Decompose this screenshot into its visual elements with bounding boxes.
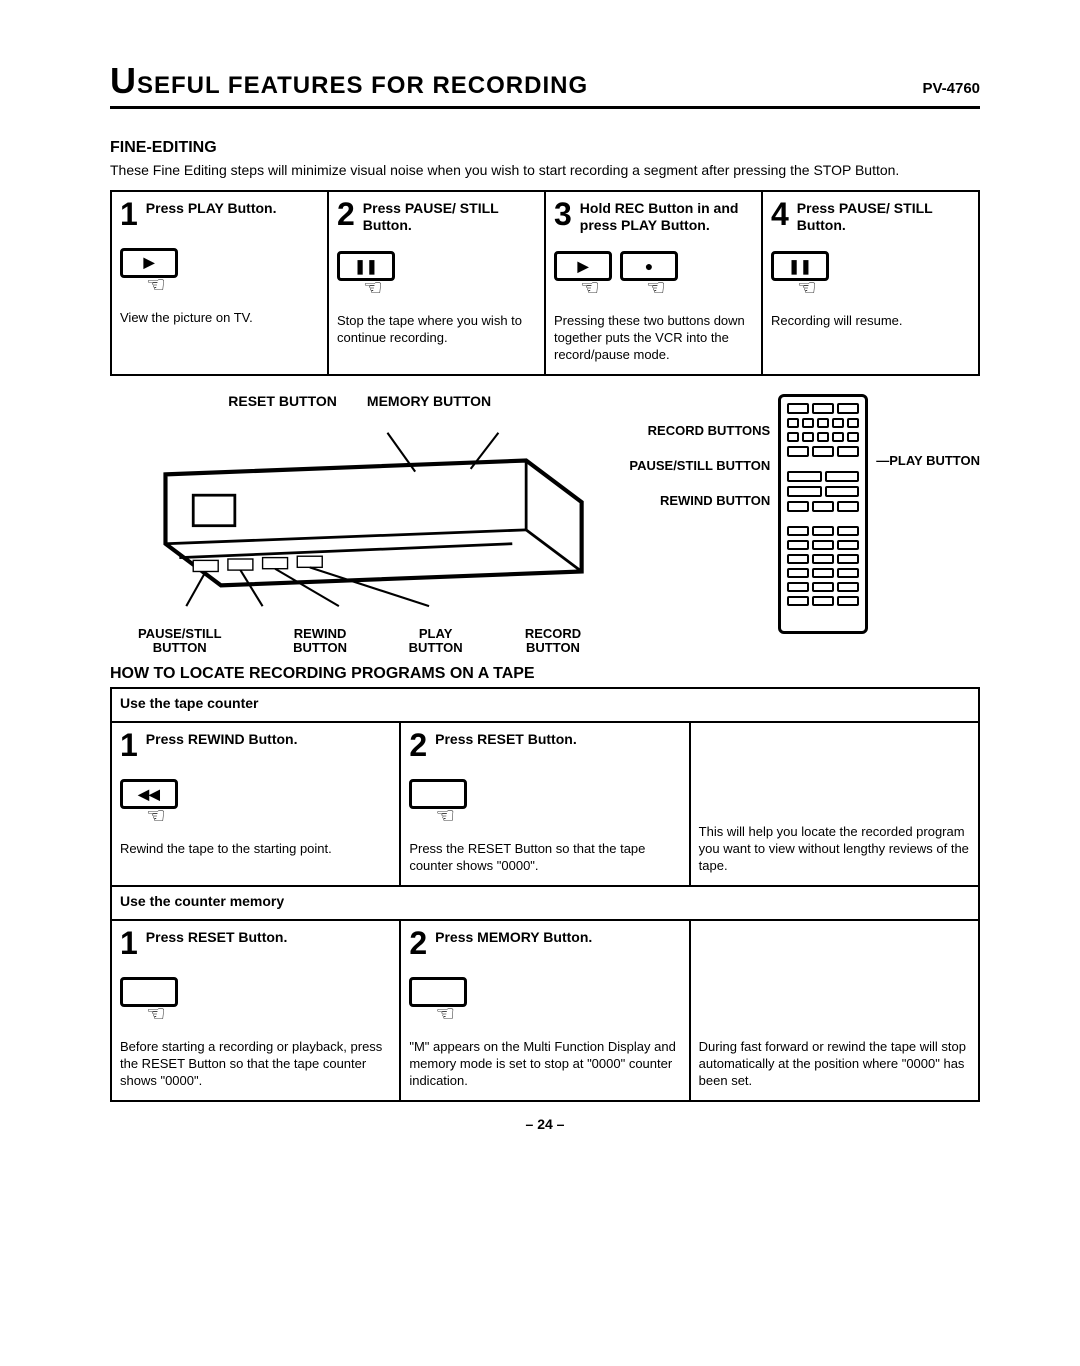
- hand-icon: ☜: [580, 277, 612, 299]
- step-number: 2: [337, 198, 355, 234]
- pause-button-icon: ❚❚ ☜: [771, 251, 829, 299]
- remote-illustration: [778, 394, 868, 634]
- title-rest: SEFUL FEATURES FOR RECORDING: [137, 72, 588, 99]
- hand-icon: ☜: [146, 1003, 178, 1025]
- step-cell: 4 Press PAUSE/ STILL Button. ❚❚ ☜ Record…: [762, 191, 979, 375]
- page-number: – 24 –: [110, 1116, 980, 1132]
- hand-icon: ☜: [363, 277, 395, 299]
- step-number: 2: [409, 729, 427, 761]
- hand-icon: ☜: [146, 805, 178, 827]
- step-title: Hold REC Button in and press PLAY Button…: [580, 198, 753, 234]
- step-desc: Rewind the tape to the starting point.: [120, 841, 391, 858]
- step-cell: 1 Press REWIND Button. ◀◀ ☜ Rewind the t…: [111, 722, 400, 886]
- locate-heading: HOW TO LOCATE RECORDING PROGRAMS ON A TA…: [110, 665, 980, 683]
- step-cell: This will help you locate the recorded p…: [690, 722, 979, 886]
- counter-memory-subheading: Use the counter memory: [111, 886, 979, 920]
- play-label: PLAY BUTTON: [391, 627, 481, 656]
- hand-icon: ☜: [435, 1003, 467, 1025]
- step-cell: 1 Press RESET Button. ☜ Before starting …: [111, 920, 400, 1101]
- tape-counter-table: Use the tape counter 1 Press REWIND Butt…: [110, 687, 980, 1101]
- step-desc: Before starting a recording or playback,…: [120, 1039, 391, 1090]
- step-number: 1: [120, 729, 138, 761]
- step-number: 2: [409, 927, 427, 959]
- step-cell: 2 Press MEMORY Button. ☜ "M" appears on …: [400, 920, 689, 1101]
- memory-button-label: MEMORY BUTTON: [367, 394, 491, 409]
- fine-editing-intro: These Fine Editing steps will minimize v…: [110, 161, 980, 180]
- step-cell: 1 Press PLAY Button. ▶ ☜ View the pictur…: [111, 191, 328, 375]
- play-button-icon: ▶ ☜: [554, 251, 612, 299]
- step-desc: "M" appears on the Multi Function Displa…: [409, 1039, 680, 1090]
- page-title: USEFUL FEATURES FOR RECORDING: [110, 60, 588, 102]
- memory-button-icon: ☜: [409, 977, 467, 1025]
- step-title: Press RESET Button.: [435, 729, 577, 761]
- step-cell: 2 Press PAUSE/ STILL Button. ❚❚ ☜ Stop t…: [328, 191, 545, 375]
- title-dropcap: U: [110, 60, 137, 101]
- step-number: 4: [771, 198, 789, 234]
- step-desc: During fast forward or rewind the tape w…: [699, 1039, 970, 1090]
- play-button-icon: ▶ ☜: [120, 248, 178, 296]
- rewind-label: REWIND BUTTON: [629, 494, 770, 509]
- hand-icon: ☜: [797, 277, 829, 299]
- rewind-label: REWIND BUTTON: [265, 627, 374, 656]
- reset-button-icon: ☜: [120, 977, 178, 1025]
- play-button-label: —PLAY BUTTON: [876, 454, 980, 469]
- device-diagram: RESET BUTTON MEMORY BUTTON PAUSE/ST: [110, 394, 980, 655]
- fine-editing-heading: FINE-EDITING: [110, 139, 980, 157]
- pause-still-label: PAUSE/STILL BUTTON: [629, 459, 770, 474]
- tape-counter-subheading: Use the tape counter: [111, 688, 979, 722]
- rec-button-icon: ● ☜: [620, 251, 678, 299]
- vcr-illustration: RESET BUTTON MEMORY BUTTON PAUSE/ST: [110, 394, 609, 655]
- step-desc: Recording will resume.: [771, 313, 970, 330]
- step-desc: Pressing these two buttons down together…: [554, 313, 753, 364]
- reset-button-label: RESET BUTTON: [228, 394, 337, 409]
- step-number: 1: [120, 198, 138, 230]
- step-cell: During fast forward or rewind the tape w…: [690, 920, 979, 1101]
- vcr-svg: [110, 416, 609, 616]
- fine-editing-steps-table: 1 Press PLAY Button. ▶ ☜ View the pictur…: [110, 190, 980, 376]
- rewind-button-icon: ◀◀ ☜: [120, 779, 178, 827]
- step-title: Press REWIND Button.: [146, 729, 298, 761]
- step-desc: Press the RESET Button so that the tape …: [409, 841, 680, 875]
- step-desc: Stop the tape where you wish to continue…: [337, 313, 536, 347]
- step-number: 3: [554, 198, 572, 234]
- step-title: Press PAUSE/ STILL Button.: [363, 198, 536, 234]
- step-number: 1: [120, 927, 138, 959]
- step-cell: 3 Hold REC Button in and press PLAY Butt…: [545, 191, 762, 375]
- step-cell: 2 Press RESET Button. ☜ Press the RESET …: [400, 722, 689, 886]
- hand-icon: ☜: [146, 274, 178, 296]
- step-desc: View the picture on TV.: [120, 310, 319, 327]
- remote-illustration-group: RECORD BUTTONS PAUSE/STILL BUTTON REWIND…: [629, 394, 980, 634]
- step-desc: This will help you locate the recorded p…: [699, 824, 970, 875]
- step-title: Press PLAY Button.: [146, 198, 277, 230]
- step-title: Press MEMORY Button.: [435, 927, 592, 959]
- pause-still-label: PAUSE/STILL BUTTON: [110, 627, 249, 656]
- model-number: PV-4760: [922, 80, 980, 97]
- step-title: Press RESET Button.: [146, 927, 288, 959]
- step-title: Press PAUSE/ STILL Button.: [797, 198, 970, 234]
- button-icon-row: ▶ ☜: [120, 248, 319, 296]
- hand-icon: ☜: [435, 805, 467, 827]
- record-buttons-label: RECORD BUTTONS: [629, 424, 770, 439]
- page-title-row: USEFUL FEATURES FOR RECORDING PV-4760: [110, 60, 980, 109]
- hand-icon: ☜: [646, 277, 678, 299]
- record-label: RECORD BUTTON: [497, 627, 610, 656]
- pause-button-icon: ❚❚ ☜: [337, 251, 395, 299]
- reset-button-icon: ☜: [409, 779, 467, 827]
